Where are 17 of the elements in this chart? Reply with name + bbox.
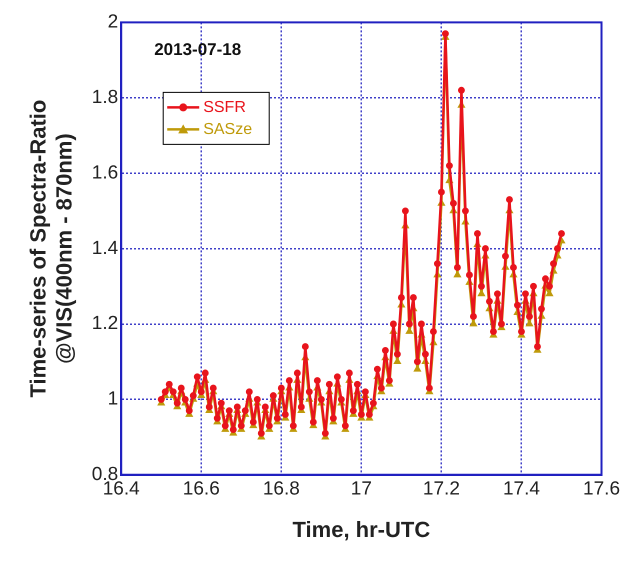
y-axis-title: Time-series of Spectra-Ratio @VIS(400nm - 870nm) [25,100,77,398]
x-tick-label: 17.4 [502,478,540,500]
annotation: 2013-07-18 [154,40,242,60]
legend-label: SSFR [203,98,246,116]
x-tick-label: 17 [350,478,372,500]
x-axis-title: Time, hr-UTC [292,516,430,542]
x-tick-label: 16.6 [182,478,220,500]
legend-label: SASze [203,120,252,138]
y-tick-label: 1.4 [92,238,119,259]
y-tick-label: 1.8 [92,87,118,108]
y-tick-label: 1 [108,388,118,410]
y-tick-label: 2 [108,12,118,33]
x-tick-label: 17.6 [583,478,620,500]
y-tick-label: 1.6 [92,162,118,184]
x-tick-label: 17.2 [422,478,460,500]
x-tick-label: 16.8 [262,478,300,500]
y-tick-label: 1.2 [92,313,118,334]
